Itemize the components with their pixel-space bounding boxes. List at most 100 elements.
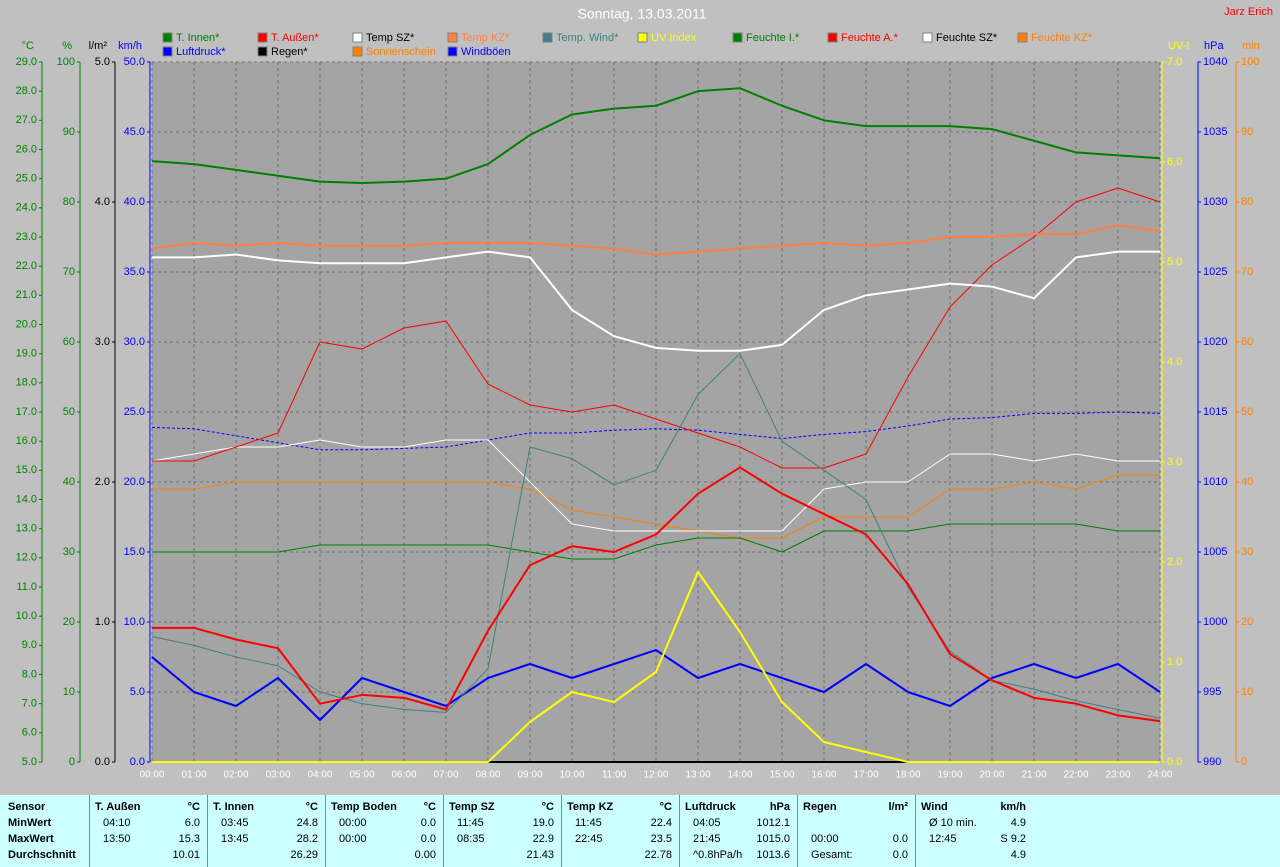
x-tick-label: 06:00 bbox=[391, 770, 416, 781]
table-cell: 13:50 bbox=[103, 833, 131, 845]
x-tick-label: 23:00 bbox=[1105, 770, 1130, 781]
legend-label: Temp KZ* bbox=[461, 32, 510, 44]
y-tick-label: 0 bbox=[69, 756, 75, 768]
table-cell: 23.5 bbox=[650, 833, 672, 845]
y-tick-label: 0.0 bbox=[130, 756, 145, 768]
table-cell: Luftdruck bbox=[685, 801, 736, 813]
y-tick-label: 80 bbox=[63, 196, 75, 208]
y-tick-label: 5.0 bbox=[1167, 256, 1182, 268]
table-cell: Regen bbox=[803, 801, 837, 813]
y-tick-label: 1030 bbox=[1203, 196, 1227, 208]
legend-label: Feuchte KZ* bbox=[1031, 32, 1093, 44]
column-separator bbox=[561, 795, 562, 867]
y-tick-label: 11.0 bbox=[16, 581, 37, 593]
column-separator bbox=[679, 795, 680, 867]
y-tick-label: 1020 bbox=[1203, 336, 1227, 348]
table-cell: 15.3 bbox=[178, 833, 200, 845]
x-tick-label: 01:00 bbox=[181, 770, 206, 781]
table-cell: T. Außen bbox=[95, 801, 141, 813]
y-tick-label: 14.0 bbox=[16, 493, 37, 505]
table-cell: °C bbox=[659, 801, 672, 813]
y-tick-label: 1010 bbox=[1203, 476, 1227, 488]
y-tick-label: 3.0 bbox=[1167, 456, 1182, 468]
y-tick-label: 25.0 bbox=[124, 406, 145, 418]
x-tick-label: 20:00 bbox=[979, 770, 1004, 781]
y-tick-label: 30.0 bbox=[124, 336, 145, 348]
legend-label: Regen* bbox=[271, 46, 308, 58]
x-tick-label: 15:00 bbox=[769, 770, 794, 781]
series-line bbox=[151, 411, 1161, 451]
table-cell: MinWert bbox=[8, 817, 52, 829]
y-tick-label: 22.0 bbox=[16, 260, 37, 272]
legend-label: Feuchte I.* bbox=[746, 32, 800, 44]
axis-title: min bbox=[1242, 40, 1260, 52]
y-tick-label: 5.0 bbox=[130, 686, 145, 698]
y-tick-label: 40 bbox=[1241, 476, 1253, 488]
y-tick-label: 1035 bbox=[1203, 126, 1227, 138]
table-cell: Gesamt: bbox=[811, 849, 853, 861]
legend-label: Windböen bbox=[461, 46, 511, 58]
column-separator bbox=[207, 795, 208, 867]
y-tick-label: 995 bbox=[1203, 686, 1221, 698]
table-cell: 0.0 bbox=[892, 849, 908, 861]
table-cell: Ø 10 min. bbox=[929, 817, 977, 829]
legend-swatch bbox=[352, 32, 363, 43]
y-tick-label: 1015 bbox=[1203, 406, 1227, 418]
y-tick-label: 20.0 bbox=[124, 476, 145, 488]
legend-label: Feuchte SZ* bbox=[936, 32, 998, 44]
x-tick-label: 14:00 bbox=[727, 770, 752, 781]
y-tick-label: 100 bbox=[1241, 56, 1259, 68]
table-cell: 4.9 bbox=[1010, 849, 1026, 861]
table-cell: 00:00 bbox=[339, 817, 367, 829]
x-tick-label: 16:00 bbox=[811, 770, 836, 781]
y-tick-label: 2.0 bbox=[1167, 556, 1182, 568]
table-cell: 04:05 bbox=[693, 817, 721, 829]
y-tick-label: 10.0 bbox=[124, 616, 145, 628]
y-tick-label: 21.0 bbox=[16, 289, 37, 301]
x-tick-label: 09:00 bbox=[517, 770, 542, 781]
series-line bbox=[151, 439, 1160, 532]
y-tick-label: 990 bbox=[1203, 756, 1221, 768]
y-tick-label: 45.0 bbox=[124, 126, 145, 138]
y-tick-label: 17.0 bbox=[16, 406, 37, 418]
y-tick-label: 70 bbox=[63, 266, 75, 278]
table-cell: 08:35 bbox=[457, 833, 485, 845]
table-cell: MaxWert bbox=[8, 833, 54, 845]
y-tick-label: 1.0 bbox=[1167, 656, 1182, 668]
y-tick-label: 7.0 bbox=[22, 698, 37, 710]
table-cell: 22.4 bbox=[650, 817, 672, 829]
y-tick-label: 15.0 bbox=[124, 546, 145, 558]
legend-label: Feuchte A.* bbox=[841, 32, 899, 44]
x-tick-label: 11:00 bbox=[602, 770, 627, 781]
series-line bbox=[151, 224, 1161, 256]
table-cell: Durchschnitt bbox=[8, 849, 76, 861]
chart-title: Sonntag, 13.03.2011 bbox=[578, 6, 707, 22]
legend-label: Sonnenschein bbox=[366, 46, 436, 58]
table-cell: 13:45 bbox=[221, 833, 249, 845]
y-tick-label: 26.0 bbox=[16, 143, 37, 155]
y-tick-label: 5.0 bbox=[22, 756, 37, 768]
x-tick-label: 07:00 bbox=[433, 770, 458, 781]
x-tick-label: 04:00 bbox=[307, 770, 332, 781]
y-tick-label: 13.0 bbox=[16, 523, 37, 535]
column-separator bbox=[325, 795, 326, 867]
series-line bbox=[152, 523, 1160, 560]
y-tick-label: 15.0 bbox=[16, 464, 37, 476]
legend-swatch bbox=[447, 32, 458, 43]
legend-swatch bbox=[162, 46, 173, 57]
y-tick-label: 12.0 bbox=[16, 552, 37, 564]
table-cell: 6.0 bbox=[184, 817, 200, 829]
table-cell: 11:45 bbox=[457, 817, 484, 829]
legend-label: T. Außen* bbox=[271, 32, 319, 44]
y-tick-label: 10 bbox=[1241, 686, 1253, 698]
legend-swatch bbox=[1017, 32, 1028, 43]
series-line bbox=[152, 187, 1161, 469]
y-tick-label: 1000 bbox=[1203, 616, 1227, 628]
y-tick-label: 90 bbox=[63, 126, 75, 138]
table-cell: °C bbox=[305, 801, 318, 813]
y-tick-label: 0.0 bbox=[1167, 756, 1182, 768]
x-tick-label: 22:00 bbox=[1063, 770, 1088, 781]
y-tick-label: 35.0 bbox=[124, 266, 145, 278]
y-tick-label: 7.0 bbox=[1167, 56, 1182, 68]
